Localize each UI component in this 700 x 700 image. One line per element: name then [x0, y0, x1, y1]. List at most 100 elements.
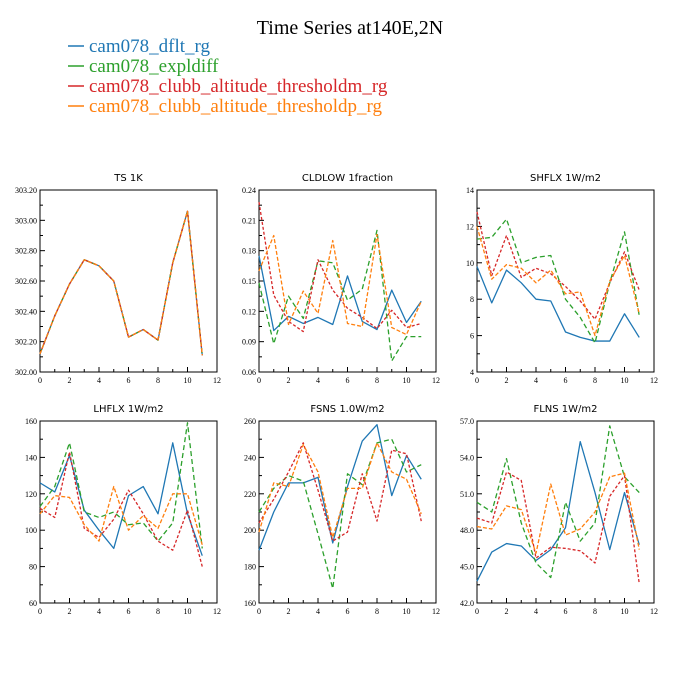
legend-label: cam078_dflt_rg	[89, 36, 211, 57]
x-tick-label: 0	[475, 607, 479, 616]
y-tick-label: 42.0	[460, 599, 474, 608]
series-line	[258, 202, 422, 333]
chart-panel: FSNS 1.0W/m2 0 2 4 6 8 10 12 160 180 200 220 240 260	[244, 404, 440, 616]
x-tick-label: 0	[257, 607, 261, 616]
x-tick-label: 6	[346, 607, 350, 616]
x-tick-label: 4	[534, 376, 538, 385]
x-tick-label: 4	[97, 607, 101, 616]
y-tick-label: 57.0	[460, 417, 474, 426]
x-tick-label: 12	[432, 376, 440, 385]
x-tick-label: 6	[564, 607, 568, 616]
x-tick-label: 4	[316, 376, 320, 385]
series-line	[476, 472, 640, 554]
y-tick-label: 6	[470, 332, 474, 341]
y-tick-label: 160	[244, 599, 256, 608]
x-tick-label: 4	[534, 607, 538, 616]
x-tick-label: 8	[375, 607, 379, 616]
y-tick-label: 302.40	[15, 307, 37, 316]
y-tick-label: 10	[466, 259, 474, 268]
y-tick-label: 0.15	[242, 277, 256, 286]
y-tick-label: 303.20	[15, 186, 37, 195]
x-tick-label: 10	[403, 607, 411, 616]
x-tick-label: 8	[593, 376, 597, 385]
series-line	[39, 485, 203, 545]
series-line	[258, 233, 422, 336]
y-tick-label: 4	[470, 368, 474, 377]
y-tick-label: 80	[29, 563, 37, 572]
y-tick-label: 48.0	[460, 526, 474, 535]
series-line	[258, 423, 422, 551]
chart-title: FLNS 1W/m2	[533, 404, 597, 415]
chart-panel: LHFLX 1W/m2 0 2 4 6 8 10 12 60 80 100 120 140 160	[25, 404, 221, 616]
y-tick-label: 260	[244, 417, 256, 426]
x-tick-label: 10	[184, 376, 192, 385]
chart-panel: TS 1K 0 2 4 6 8 10 12 302.00 302.20 302.40 302.60 30…	[15, 173, 221, 385]
x-tick-label: 10	[621, 376, 629, 385]
y-tick-label: 200	[244, 526, 256, 535]
x-tick-label: 8	[156, 376, 160, 385]
x-tick-label: 8	[593, 607, 597, 616]
y-tick-label: 60	[29, 599, 37, 608]
y-tick-label: 302.80	[15, 247, 37, 256]
series-line	[39, 210, 203, 356]
series-line	[258, 442, 422, 542]
series-line	[39, 210, 203, 356]
plot-frame	[258, 420, 437, 604]
legend-label: cam078_clubb_altitude_thresholdp_rg	[89, 96, 383, 117]
x-tick-label: 6	[346, 376, 350, 385]
x-tick-label: 2	[505, 376, 509, 385]
x-tick-label: 12	[432, 607, 440, 616]
figure-title: Time Series at140E,2N	[257, 17, 443, 39]
series-line	[476, 211, 640, 320]
y-tick-label: 120	[25, 490, 37, 499]
series-line	[476, 266, 640, 342]
x-tick-label: 6	[127, 376, 131, 385]
x-tick-label: 10	[184, 607, 192, 616]
y-tick-label: 0.09	[242, 338, 256, 347]
y-tick-label: 12	[466, 222, 474, 231]
y-tick-label: 220	[244, 490, 256, 499]
chart-title: SHFLX 1W/m2	[530, 173, 601, 184]
x-tick-label: 0	[475, 376, 479, 385]
series-line	[476, 425, 640, 579]
series-line	[258, 442, 422, 539]
series-line	[476, 226, 640, 337]
y-tick-label: 302.00	[15, 368, 37, 377]
chart-title: TS 1K	[113, 173, 143, 184]
y-tick-label: 51.0	[460, 490, 474, 499]
chart-title: LHFLX 1W/m2	[93, 404, 163, 415]
x-tick-label: 8	[375, 376, 379, 385]
y-tick-label: 180	[244, 563, 256, 572]
y-tick-label: 302.20	[15, 338, 37, 347]
x-tick-label: 12	[213, 376, 221, 385]
series-line	[39, 210, 203, 356]
plot-frame	[476, 189, 655, 373]
x-tick-label: 0	[38, 607, 42, 616]
y-tick-label: 54.0	[460, 453, 474, 462]
plot-frame	[39, 189, 218, 373]
x-tick-label: 2	[287, 376, 291, 385]
x-tick-label: 12	[650, 607, 658, 616]
series-line	[39, 442, 203, 556]
x-tick-label: 6	[127, 607, 131, 616]
x-tick-label: 2	[68, 607, 72, 616]
y-tick-label: 8	[470, 295, 474, 304]
legend-label: cam078_clubb_altitude_thresholdm_rg	[89, 76, 388, 97]
y-tick-label: 0.21	[242, 216, 256, 225]
chart-panel: FLNS 1W/m2 0 2 4 6 8 10 12 42.0 45.0 48.0 51.0 54.0 5…	[460, 404, 658, 616]
y-tick-label: 0.12	[242, 307, 256, 316]
legend-label: cam078_expldiff	[89, 56, 219, 77]
y-tick-label: 0.06	[242, 368, 256, 377]
x-tick-label: 2	[505, 607, 509, 616]
y-tick-label: 303.00	[15, 216, 37, 225]
x-tick-label: 6	[564, 376, 568, 385]
chart-title: CLDLOW 1fraction	[302, 173, 393, 184]
plot-frame	[476, 420, 655, 604]
x-tick-label: 2	[287, 607, 291, 616]
y-tick-label: 100	[25, 526, 37, 535]
y-tick-label: 302.60	[15, 277, 37, 286]
series-line	[39, 422, 203, 549]
y-tick-label: 45.0	[460, 563, 474, 572]
x-tick-label: 0	[38, 376, 42, 385]
y-tick-label: 160	[25, 417, 37, 426]
